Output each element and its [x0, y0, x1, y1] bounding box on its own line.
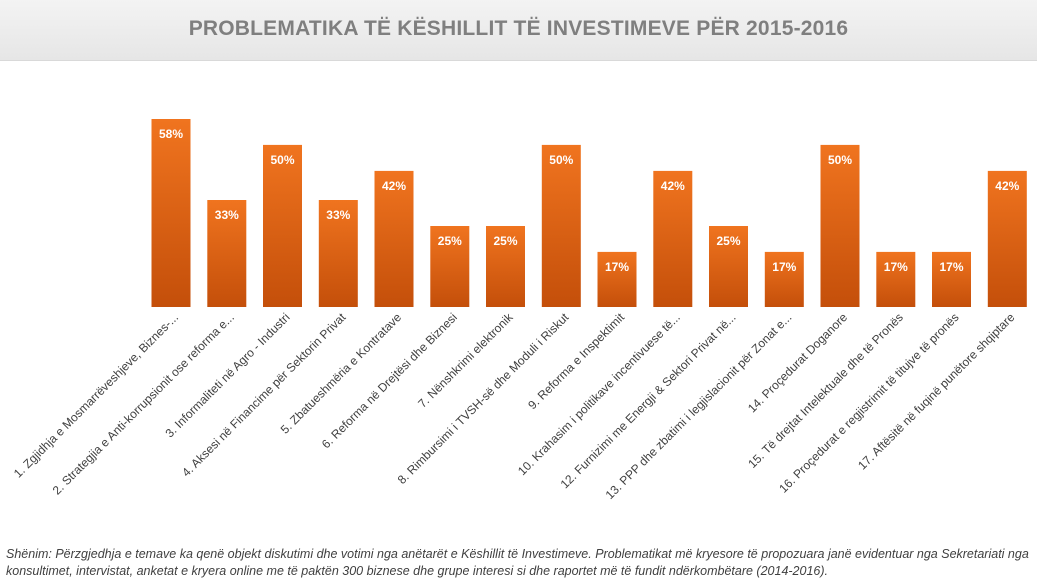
data-label-12: 17% — [772, 260, 796, 274]
bar-4 — [318, 200, 358, 307]
category-label-5: 5. Zbatueshmëria e Kontratave — [278, 310, 405, 437]
data-label-14: 17% — [884, 260, 908, 274]
bar-8 — [541, 144, 581, 307]
data-label-10: 42% — [661, 179, 685, 193]
data-label-16: 42% — [995, 179, 1019, 193]
data-label-8: 50% — [549, 153, 573, 167]
category-label-12: 13. PPP dhe zbatimi i legjislacionit për… — [603, 310, 795, 502]
bar-9 — [597, 251, 637, 307]
bar-5 — [374, 170, 414, 307]
data-label-6: 25% — [438, 234, 462, 248]
data-label-9: 17% — [605, 260, 629, 274]
bar-7 — [486, 226, 525, 307]
bar-2 — [207, 200, 247, 307]
bar-16 — [987, 170, 1027, 307]
category-label-13: 14. Proçedurat Doganore — [745, 310, 850, 415]
title-band — [0, 0, 1037, 61]
bar-3 — [263, 144, 302, 307]
bar-14 — [876, 251, 916, 307]
footnote: Shënim: Përzgjedhja e temave ka qenë obj… — [6, 547, 1029, 578]
bar-6 — [430, 226, 470, 307]
bar-1 — [151, 119, 191, 307]
chart-title: PROBLEMATIKA TË KËSHILLIT TË INVESTIMEVE… — [188, 17, 849, 40]
data-label-13: 50% — [828, 153, 852, 167]
bar-10 — [653, 170, 693, 307]
data-label-3: 50% — [270, 153, 294, 167]
data-label-4: 33% — [326, 208, 350, 222]
data-label-2: 33% — [215, 208, 239, 222]
bar-12 — [764, 251, 804, 307]
data-label-5: 42% — [382, 179, 406, 193]
data-label-7: 25% — [493, 234, 517, 248]
bar-15 — [932, 251, 971, 307]
category-label-9: 9. Reforma e Inspektimit — [525, 310, 627, 412]
data-label-1: 58% — [159, 127, 183, 141]
category-label-7: 7. Nënshkrimi elektronik — [415, 310, 516, 411]
data-label-11: 25% — [716, 234, 740, 248]
bar-13 — [820, 144, 860, 307]
bar-11 — [709, 226, 748, 307]
data-label-15: 17% — [939, 260, 963, 274]
